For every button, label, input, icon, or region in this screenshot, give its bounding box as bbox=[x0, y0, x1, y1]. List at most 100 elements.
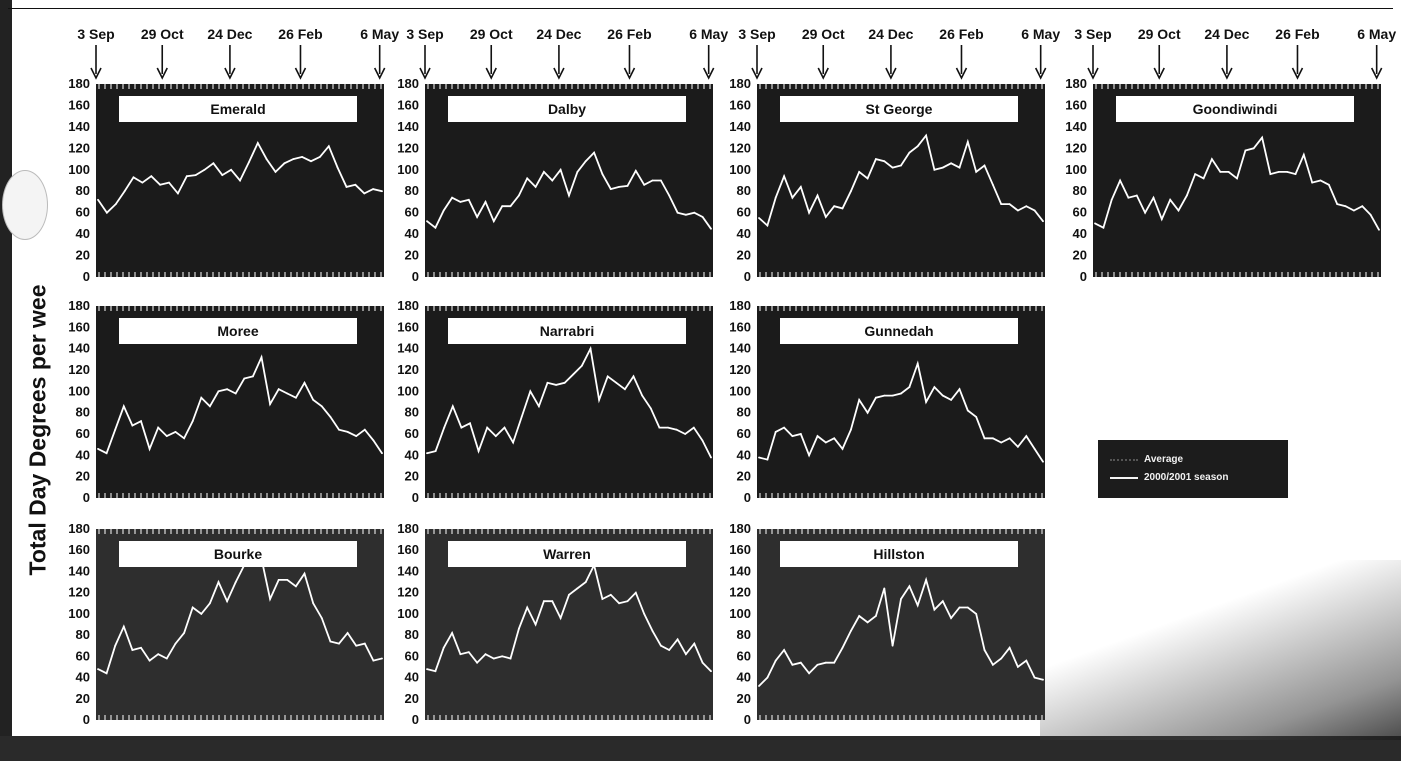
data-point bbox=[329, 640, 332, 643]
data-point bbox=[1211, 158, 1213, 161]
x-tick-label: 29 Oct bbox=[470, 26, 513, 42]
data-point bbox=[303, 381, 306, 384]
data-point bbox=[676, 211, 679, 214]
data-point bbox=[132, 176, 135, 179]
data-point bbox=[114, 644, 117, 647]
data-point bbox=[476, 661, 478, 664]
scan-shading bbox=[1040, 560, 1401, 740]
y-tick-label: 100 bbox=[397, 606, 419, 621]
data-point bbox=[1025, 205, 1028, 208]
data-point bbox=[841, 448, 844, 450]
y-tick-label: 80 bbox=[737, 405, 751, 420]
data-point bbox=[501, 205, 504, 208]
data-point bbox=[858, 171, 861, 173]
data-point bbox=[883, 587, 886, 590]
data-point bbox=[509, 205, 512, 208]
y-tick-label: 160 bbox=[397, 319, 419, 334]
data-point bbox=[177, 192, 179, 195]
y-tick-label: 40 bbox=[405, 226, 419, 241]
y-tick-label: 80 bbox=[76, 183, 90, 198]
y-tick-label: 80 bbox=[737, 627, 751, 642]
data-point bbox=[651, 630, 654, 632]
y-tick-label: 60 bbox=[76, 426, 90, 441]
chart-title-box bbox=[448, 318, 686, 344]
data-point bbox=[626, 600, 629, 603]
data-point bbox=[660, 179, 662, 182]
data-point bbox=[833, 437, 836, 440]
data-point bbox=[593, 151, 595, 154]
data-point bbox=[303, 572, 306, 575]
data-point bbox=[916, 604, 919, 607]
data-point bbox=[572, 373, 575, 376]
data-point bbox=[295, 396, 297, 399]
chart-title: Goondiwindi bbox=[1193, 101, 1278, 117]
data-point bbox=[693, 211, 696, 214]
x-tick-arrow-head bbox=[90, 67, 102, 80]
y-tick-label: 60 bbox=[405, 426, 419, 441]
data-point bbox=[105, 672, 108, 675]
chart-panel-moree: 0 20 40 60 80 100 120 140 160 180 Moree bbox=[68, 298, 384, 505]
legend-label-season: 2000/2001 season bbox=[1144, 472, 1229, 483]
data-point bbox=[791, 196, 794, 199]
y-tick-label: 20 bbox=[737, 691, 751, 706]
y-tick-label: 40 bbox=[405, 670, 419, 685]
data-point bbox=[329, 416, 332, 418]
legend: Average 2000/2001 season bbox=[1098, 440, 1288, 498]
data-point bbox=[908, 151, 911, 154]
y-tick-label: 40 bbox=[405, 447, 419, 462]
data-point bbox=[941, 394, 944, 397]
data-point bbox=[443, 426, 446, 429]
data-point bbox=[459, 201, 462, 203]
data-point bbox=[685, 213, 687, 216]
data-point bbox=[434, 226, 437, 229]
data-point bbox=[1236, 177, 1238, 180]
data-point bbox=[1261, 136, 1263, 139]
y-tick-label: 120 bbox=[729, 362, 751, 377]
data-point bbox=[442, 209, 445, 212]
x-tick-label: 6 May bbox=[1357, 26, 1396, 42]
data-point bbox=[766, 224, 769, 227]
data-point bbox=[372, 188, 374, 191]
y-tick-label: 80 bbox=[405, 405, 419, 420]
data-point bbox=[1017, 445, 1019, 448]
data-point bbox=[668, 194, 671, 197]
data-point bbox=[641, 394, 644, 397]
y-tick-label: 180 bbox=[397, 298, 419, 313]
data-point bbox=[183, 437, 186, 440]
chart-panel-gunnedah: 0 20 40 60 80 100 120 140 160 180 Gunnedah bbox=[729, 298, 1045, 505]
data-point bbox=[925, 401, 927, 403]
x-tick-arrow-head bbox=[1034, 67, 1047, 80]
legend-label-average: Average bbox=[1144, 454, 1184, 465]
x-tick-label: 29 Oct bbox=[141, 26, 184, 42]
data-point bbox=[492, 220, 495, 223]
data-point bbox=[774, 431, 777, 433]
data-point bbox=[1344, 205, 1347, 208]
chart-title-box bbox=[119, 318, 357, 344]
chart-panel-goondiwindi: 0 20 40 60 80 100 120 140 160 180 Goondiwindi 3 Sep… bbox=[1065, 26, 1396, 284]
data-point bbox=[451, 632, 453, 634]
data-point bbox=[900, 392, 902, 395]
y-tick-label: 180 bbox=[729, 76, 751, 91]
data-point bbox=[269, 598, 271, 600]
y-tick-label: 180 bbox=[1065, 76, 1087, 91]
data-point bbox=[1269, 173, 1272, 176]
y-tick-label: 20 bbox=[405, 469, 419, 484]
y-tick-label: 100 bbox=[68, 606, 90, 621]
y-tick-label: 60 bbox=[76, 205, 90, 220]
y-tick-label: 140 bbox=[68, 563, 90, 578]
data-point bbox=[200, 396, 203, 399]
x-tick-label: 26 Feb bbox=[607, 26, 651, 42]
data-point bbox=[601, 598, 604, 600]
data-point bbox=[106, 211, 108, 214]
chart-title-box bbox=[780, 541, 1018, 567]
data-point bbox=[850, 190, 852, 193]
y-tick-label: 140 bbox=[397, 563, 419, 578]
y-tick-label: 120 bbox=[729, 585, 751, 600]
data-point bbox=[624, 388, 626, 391]
y-tick-label: 160 bbox=[68, 97, 90, 112]
y-tick-label: 80 bbox=[76, 405, 90, 420]
x-tick-label: 6 May bbox=[1021, 26, 1060, 42]
data-point bbox=[1194, 173, 1197, 176]
data-point bbox=[148, 448, 151, 450]
chart-panel-narrabri: 0 20 40 60 80 100 120 140 160 180 Narrabri bbox=[397, 298, 713, 505]
